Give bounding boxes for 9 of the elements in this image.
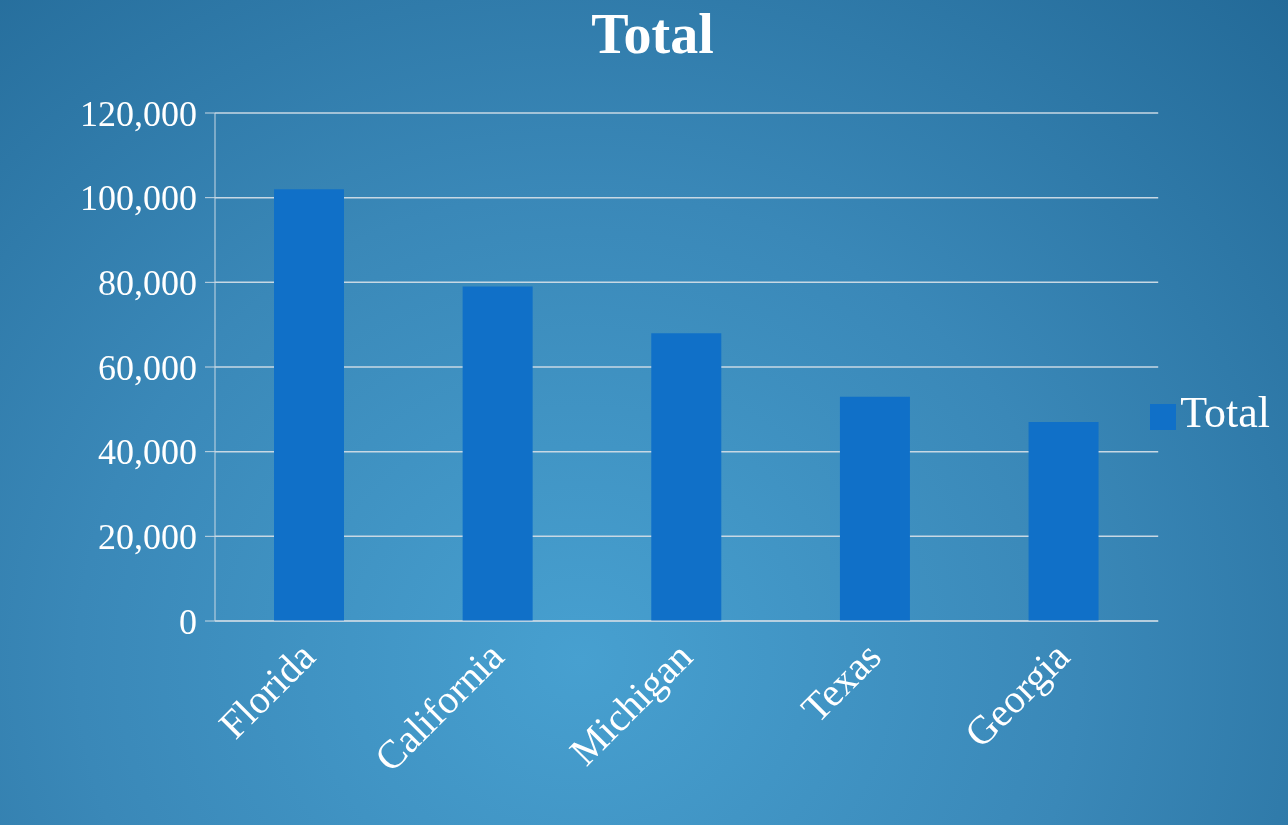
y-tick-label: 20,000 (98, 517, 197, 558)
y-tick-label: 0 (179, 601, 197, 642)
y-tick-label: 120,000 (80, 93, 197, 134)
y-tick-label: 40,000 (98, 432, 197, 473)
chart-title: Total (590, 2, 715, 66)
legend-label: Total (1180, 388, 1270, 437)
y-tick-label: 60,000 (98, 347, 197, 388)
y-tick-label: 80,000 (98, 263, 197, 304)
y-tick-label: 100,000 (80, 178, 197, 219)
